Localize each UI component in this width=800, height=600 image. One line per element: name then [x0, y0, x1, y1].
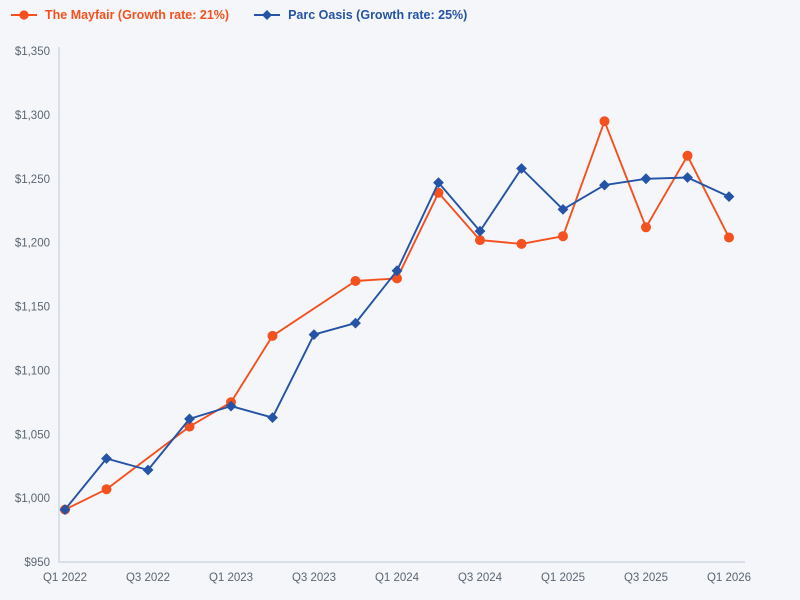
data-point-parc-oasis[interactable] — [59, 504, 71, 515]
y-axis-tick-label: $1,100 — [15, 365, 50, 377]
y-axis-tick-label: $1,000 — [15, 493, 50, 505]
legend-label-parc-oasis: Parc Oasis (Growth rate: 25%) — [288, 8, 468, 22]
data-point-parc-oasis[interactable] — [516, 163, 527, 174]
y-axis-tick-label: $1,350 — [15, 46, 50, 58]
y-axis-tick-label: $1,250 — [15, 174, 50, 186]
data-point-mayfair[interactable] — [475, 235, 485, 246]
data-point-parc-oasis[interactable] — [682, 172, 693, 183]
mayfair-line-circle-marker-icon — [11, 10, 37, 20]
x-axis-tick-label: Q3 2024 — [458, 572, 503, 584]
data-point-parc-oasis[interactable] — [350, 317, 361, 329]
x-axis-tick-label: Q3 2022 — [126, 572, 170, 584]
x-axis-tick-label: Q1 2025 — [541, 572, 585, 584]
data-point-parc-oasis[interactable] — [184, 413, 195, 425]
data-point-parc-oasis[interactable] — [142, 464, 154, 476]
data-point-parc-oasis[interactable] — [599, 179, 610, 191]
data-point-mayfair[interactable] — [392, 273, 402, 284]
data-point-mayfair[interactable] — [101, 484, 112, 495]
y-axis-tick-label: $1,200 — [15, 238, 50, 250]
y-axis-tick-label: $1,300 — [15, 110, 50, 122]
y-axis-tick-label: $1,050 — [15, 429, 50, 441]
x-axis-tick-label: Q1 2024 — [375, 572, 420, 584]
data-point-mayfair[interactable] — [641, 222, 651, 233]
data-point-parc-oasis[interactable] — [723, 191, 735, 202]
data-point-parc-oasis[interactable] — [225, 400, 237, 412]
parc-oasis-line-diamond-marker-icon — [254, 10, 281, 20]
legend-item-mayfair[interactable]: The Mayfair (Growth rate: 21%) — [10, 8, 229, 22]
data-point-mayfair[interactable] — [433, 187, 444, 198]
y-axis-tick-label: $950 — [24, 557, 50, 569]
y-axis-tick-label: $1,150 — [15, 302, 50, 314]
series-line-mayfair — [64, 120, 730, 511]
data-point-parc-oasis[interactable] — [474, 225, 486, 237]
x-axis-tick-label: Q1 2026 — [707, 572, 751, 584]
legend-label-mayfair: The Mayfair (Growth rate: 21%) — [45, 8, 230, 22]
series-line-parc-oasis — [64, 167, 730, 511]
data-point-mayfair[interactable] — [558, 231, 568, 242]
data-point-parc-oasis[interactable] — [101, 453, 112, 464]
data-point-parc-oasis[interactable] — [391, 265, 403, 277]
data-point-parc-oasis[interactable] — [557, 204, 569, 215]
data-point-mayfair[interactable] — [184, 421, 195, 432]
x-axis-tick-label: Q1 2022 — [43, 572, 87, 584]
legend: The Mayfair (Growth rate: 21%) Parc Oasi… — [10, 8, 467, 22]
legend-item-parc-oasis[interactable]: Parc Oasis (Growth rate: 25%) — [253, 8, 467, 22]
data-point-parc-oasis[interactable] — [308, 329, 320, 340]
data-point-mayfair[interactable] — [724, 232, 734, 243]
x-axis-tick-label: Q3 2023 — [292, 572, 336, 584]
data-point-mayfair[interactable] — [267, 330, 278, 341]
data-point-mayfair[interactable] — [516, 238, 527, 249]
data-point-parc-oasis[interactable] — [640, 173, 652, 185]
data-point-mayfair[interactable] — [599, 116, 610, 127]
axis-lines — [58, 47, 745, 563]
data-point-parc-oasis[interactable] — [267, 412, 278, 423]
x-axis-tick-label: Q1 2023 — [209, 572, 253, 584]
x-axis-tick-label: Q3 2025 — [624, 572, 668, 584]
data-point-mayfair[interactable] — [350, 276, 361, 286]
data-point-parc-oasis[interactable] — [433, 177, 444, 188]
data-point-mayfair[interactable] — [682, 150, 693, 161]
